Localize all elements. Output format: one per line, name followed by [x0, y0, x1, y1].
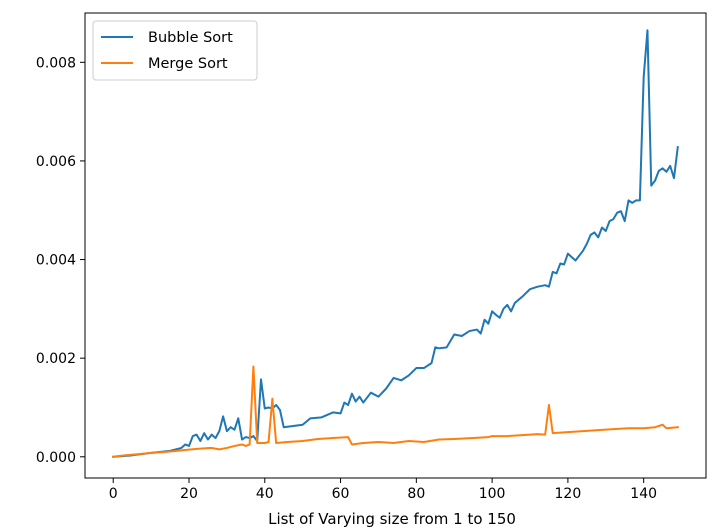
y-tick-label: 0.002: [36, 351, 76, 367]
y-tick-label: 0.004: [36, 253, 76, 269]
legend-label: Merge Sort: [148, 56, 228, 72]
x-tick-label: 0: [109, 486, 118, 502]
legend-box: [92, 20, 258, 81]
x-tick-label: 80: [407, 486, 425, 502]
x-tick-label: 60: [332, 486, 350, 502]
y-tick-label: 0.006: [36, 154, 76, 170]
series-line-merge-sort: [112, 365, 679, 458]
axes-background: [85, 13, 706, 478]
x-tick-label: 20: [180, 486, 198, 502]
series-layer: [112, 29, 679, 458]
y-axis-ticks: 0.000 0.002 0.004 0.006 0.008: [36, 55, 85, 466]
x-tick-label: 100: [479, 486, 506, 502]
legend-label: Bubble Sort: [148, 30, 233, 46]
x-tick-label: 140: [630, 486, 657, 502]
x-axis-ticks: 0 20 40 60 80 100 120 140: [109, 478, 657, 502]
x-axis-label: List of Varying size from 1 to 150: [268, 510, 516, 528]
series-line-bubble-sort: [112, 29, 679, 458]
plot-area: [85, 13, 706, 478]
x-tick-label: 40: [256, 486, 274, 502]
axes-frame: [84, 12, 707, 479]
y-tick-label: 0.008: [36, 55, 76, 71]
x-tick-label: 120: [555, 486, 582, 502]
legend: Bubble Sort Merge Sort: [92, 20, 258, 81]
y-tick-label: 0.000: [36, 450, 76, 466]
